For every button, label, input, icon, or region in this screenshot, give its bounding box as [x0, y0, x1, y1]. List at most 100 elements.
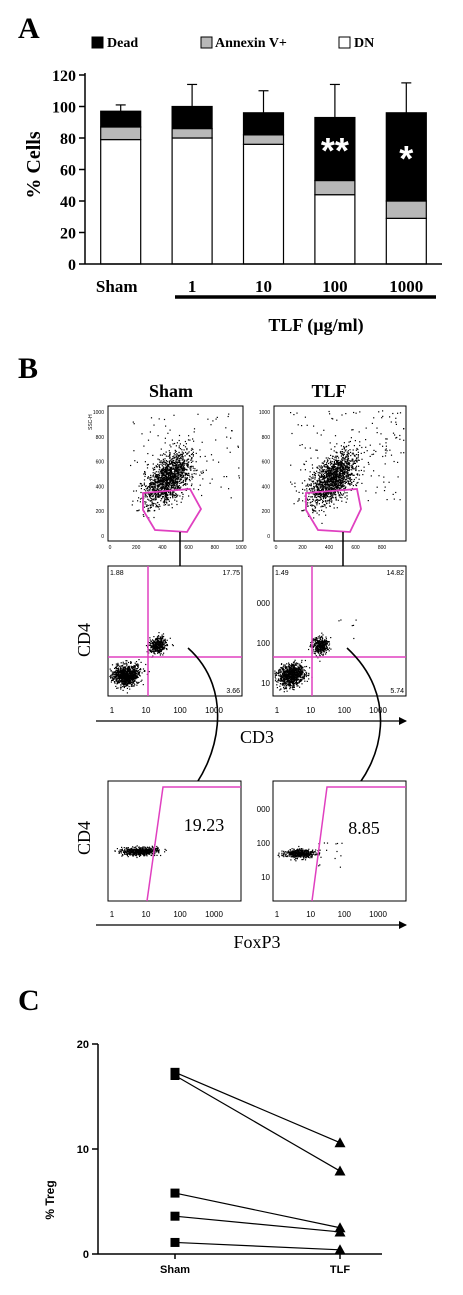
event-dot [301, 425, 303, 427]
event-dot [302, 677, 304, 679]
event-dot [289, 677, 291, 679]
event-dot [182, 484, 184, 487]
event-dot [182, 456, 184, 458]
event-dot [122, 681, 125, 683]
event-dot [333, 473, 335, 475]
event-dot [121, 665, 123, 667]
event-dot [358, 431, 360, 433]
event-dot [337, 486, 339, 489]
event-dot [177, 486, 179, 489]
event-dot [184, 483, 186, 485]
event-dot [183, 459, 185, 461]
event-dot [339, 482, 341, 484]
event-dot [138, 674, 141, 676]
event-dot [323, 475, 325, 477]
event-dot [149, 484, 151, 486]
event-dot [344, 460, 346, 462]
event-dot [171, 462, 173, 464]
event-dot [346, 463, 348, 465]
event-dot [143, 506, 146, 508]
event-dot [157, 489, 159, 491]
event-dot [155, 638, 157, 640]
event-dot [176, 485, 178, 487]
event-dot [389, 416, 391, 418]
event-dot [176, 442, 178, 444]
event-dot [122, 666, 124, 668]
event-dot [288, 665, 290, 667]
event-dot [121, 676, 123, 679]
event-dot [120, 684, 122, 686]
event-dot [289, 667, 292, 669]
event-dot [165, 470, 167, 472]
event-dot [298, 682, 300, 684]
event-dot [133, 666, 135, 668]
event-dot [179, 465, 181, 468]
event-dot [179, 482, 181, 484]
event-dot [317, 479, 319, 481]
event-dot [237, 446, 239, 448]
event-dot [327, 478, 329, 480]
event-dot [390, 421, 392, 423]
event-dot [345, 459, 347, 461]
event-dot [152, 467, 154, 469]
event-dot [350, 465, 352, 467]
panel-a-bars: ** * [100, 82, 427, 265]
event-dot [333, 503, 335, 505]
event-dot [179, 476, 181, 478]
event-dot [332, 470, 334, 472]
event-dot [303, 669, 305, 671]
event-dot [166, 494, 168, 496]
event-dot [164, 494, 166, 496]
event-dot [178, 478, 180, 480]
event-dot [155, 479, 157, 481]
event-dot [133, 671, 136, 673]
event-dot [162, 495, 164, 498]
event-dot [197, 489, 200, 491]
event-dot [173, 475, 175, 477]
event-dot [327, 483, 329, 485]
event-dot [321, 494, 323, 496]
event-dot [318, 477, 320, 480]
event-dot [154, 486, 156, 489]
event-dot [293, 679, 295, 681]
event-dot [176, 480, 178, 482]
event-dot [305, 673, 307, 675]
event-dot [347, 469, 349, 471]
event-dot [116, 670, 118, 672]
event-dot [326, 487, 328, 489]
event-dot [173, 459, 175, 462]
event-dot [170, 487, 172, 489]
event-dot [109, 668, 111, 670]
event-dot [306, 680, 308, 682]
event-dot [344, 464, 346, 466]
event-dot [161, 465, 163, 467]
event-dot [395, 417, 397, 419]
event-dot [132, 670, 134, 672]
event-dot [121, 671, 123, 673]
event-dot [164, 437, 166, 439]
event-dot [367, 461, 369, 464]
event-dot [346, 498, 348, 500]
event-dot [315, 449, 317, 451]
event-dot [328, 472, 330, 474]
event-dot [392, 412, 394, 415]
event-dot [166, 644, 169, 647]
event-dot [347, 453, 349, 455]
event-dot [329, 471, 331, 473]
event-dot [321, 466, 323, 468]
event-dot [179, 474, 181, 477]
event-dot [319, 492, 321, 494]
event-dot [170, 466, 172, 469]
event-dot [311, 496, 313, 498]
event-dot [177, 494, 179, 496]
event-dot [148, 642, 150, 644]
event-dot [127, 680, 129, 682]
event-dot [346, 492, 348, 494]
event-dot [141, 679, 143, 681]
event-dot [184, 474, 186, 476]
event-dot [339, 485, 341, 487]
event-dot [388, 481, 390, 483]
event-dot [335, 451, 337, 453]
event-dot [161, 641, 163, 643]
event-dot [154, 649, 156, 651]
